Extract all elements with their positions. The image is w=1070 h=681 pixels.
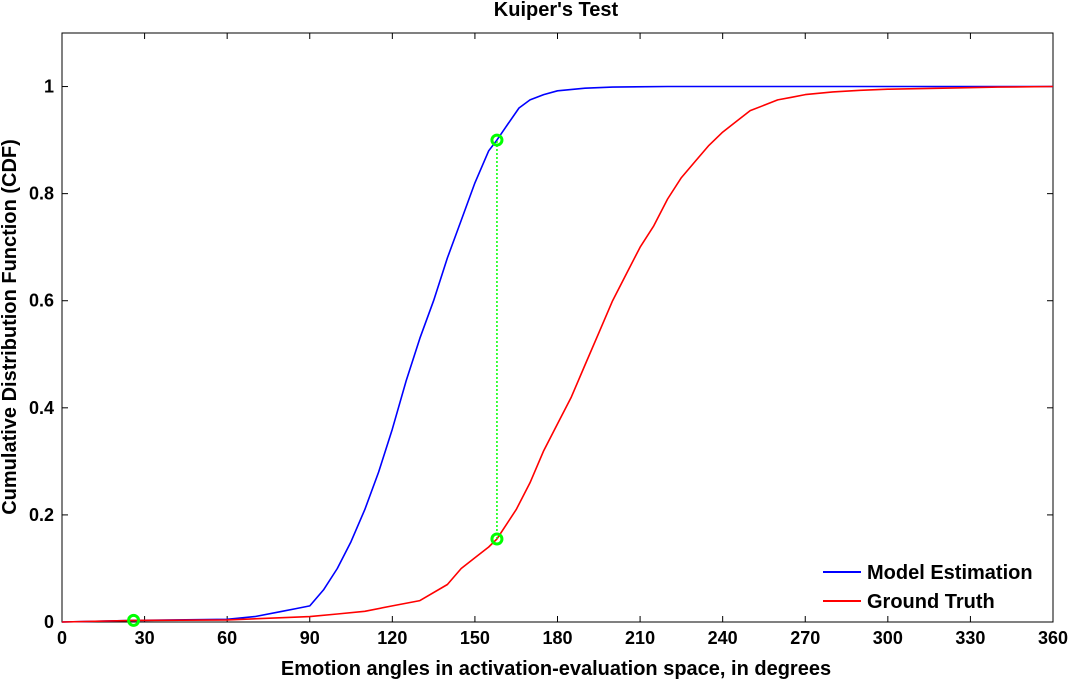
x-tick-label: 210 bbox=[625, 628, 655, 648]
x-tick-labels: 0 30 60 90 120 150 180 210 240 270 300 330 360 bbox=[57, 628, 1068, 648]
x-tick-label: 330 bbox=[955, 628, 985, 648]
annotation-layer bbox=[127, 133, 504, 627]
x-tick-label: 240 bbox=[708, 628, 738, 648]
x-axis-title: Emotion angles in activation-evaluation … bbox=[281, 658, 831, 680]
x-tick-label: 360 bbox=[1038, 628, 1068, 648]
y-axis-title: Cumulative Distribution Function (CDF) bbox=[0, 139, 21, 515]
series-layer bbox=[61, 85, 1054, 623]
x-tick-label: 30 bbox=[135, 628, 155, 648]
y-tick-label: 0.2 bbox=[29, 505, 54, 525]
x-tick-label: 180 bbox=[542, 628, 572, 648]
y-tick-label: 1 bbox=[44, 77, 54, 97]
legend: Model Estimation Ground Truth bbox=[823, 562, 1033, 613]
marker-point bbox=[490, 133, 504, 147]
x-tick-label: 90 bbox=[300, 628, 320, 648]
x-tick-label: 150 bbox=[460, 628, 490, 648]
series-line-model-estimation bbox=[61, 85, 1053, 623]
y-tick-label: 0.4 bbox=[29, 398, 54, 418]
marker-point bbox=[127, 613, 141, 627]
chart-title: Kuiper's Test bbox=[494, 0, 619, 21]
legend-label: Model Estimation bbox=[867, 562, 1033, 584]
marker-point bbox=[490, 532, 504, 546]
x-tick-label: 270 bbox=[790, 628, 820, 648]
legend-label: Ground Truth bbox=[867, 591, 995, 613]
y-tick-label: 0.6 bbox=[29, 291, 54, 311]
y-tick-labels: 0 0.2 0.4 0.6 0.8 1 bbox=[29, 77, 54, 632]
plot-area bbox=[61, 32, 1054, 623]
series-line-ground-truth bbox=[61, 85, 1054, 623]
x-tick-label: 0 bbox=[57, 628, 67, 648]
x-tick-label: 120 bbox=[377, 628, 407, 648]
y-tick-label: 0.8 bbox=[29, 184, 54, 204]
x-tick-label: 300 bbox=[873, 628, 903, 648]
y-tick-label: 0 bbox=[44, 612, 54, 632]
x-tick-label: 60 bbox=[217, 628, 237, 648]
